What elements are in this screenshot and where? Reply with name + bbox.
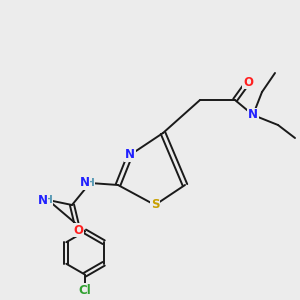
Text: N: N [248,109,258,122]
Text: H: H [44,195,52,205]
Text: O: O [73,224,83,236]
Text: Cl: Cl [79,284,92,296]
Text: N: N [38,194,48,206]
Text: N: N [125,148,135,161]
Text: N: N [80,176,90,190]
Text: S: S [151,199,159,212]
Text: H: H [85,178,94,188]
Text: O: O [243,76,253,88]
